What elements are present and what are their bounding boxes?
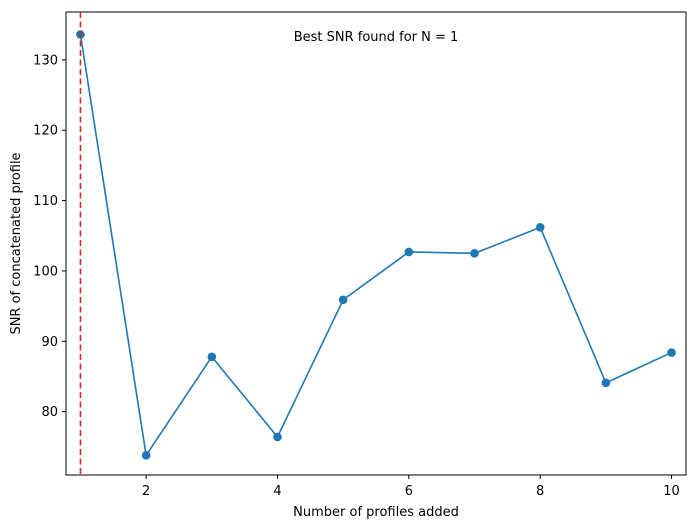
y-tick-label: 130 [33, 53, 58, 68]
y-tick-label: 110 [33, 194, 58, 209]
x-tick-label: 6 [405, 484, 413, 499]
y-tick-label: 100 [33, 264, 58, 279]
x-tick-label: 10 [663, 484, 680, 499]
y-tick-label: 80 [41, 405, 58, 420]
data-point [338, 295, 348, 305]
data-point [404, 247, 414, 257]
series-layer [76, 30, 676, 460]
x-axis-label: Number of profiles added [293, 505, 459, 520]
x-tick-label: 8 [536, 484, 544, 499]
data-point [667, 348, 676, 357]
data-point [273, 432, 282, 442]
best-snr-annotation: Best SNR found for N = 1 [294, 30, 459, 45]
y-axis-label: SNR of concatenated profile [9, 152, 24, 334]
y-tick-label: 120 [33, 124, 58, 139]
data-point [141, 450, 151, 460]
data-point [601, 378, 611, 388]
y-axis: 80 90 100 110 120 130 [33, 53, 66, 420]
x-tick-label: 2 [142, 484, 150, 499]
x-axis: 2 4 6 8 10 [142, 475, 680, 499]
plot-area [65, 11, 687, 476]
data-point [207, 352, 217, 362]
data-point [535, 223, 545, 232]
y-tick-label: 90 [41, 335, 58, 350]
x-tick-label: 4 [273, 484, 281, 499]
series-line [79, 34, 672, 457]
data-point [470, 249, 479, 258]
